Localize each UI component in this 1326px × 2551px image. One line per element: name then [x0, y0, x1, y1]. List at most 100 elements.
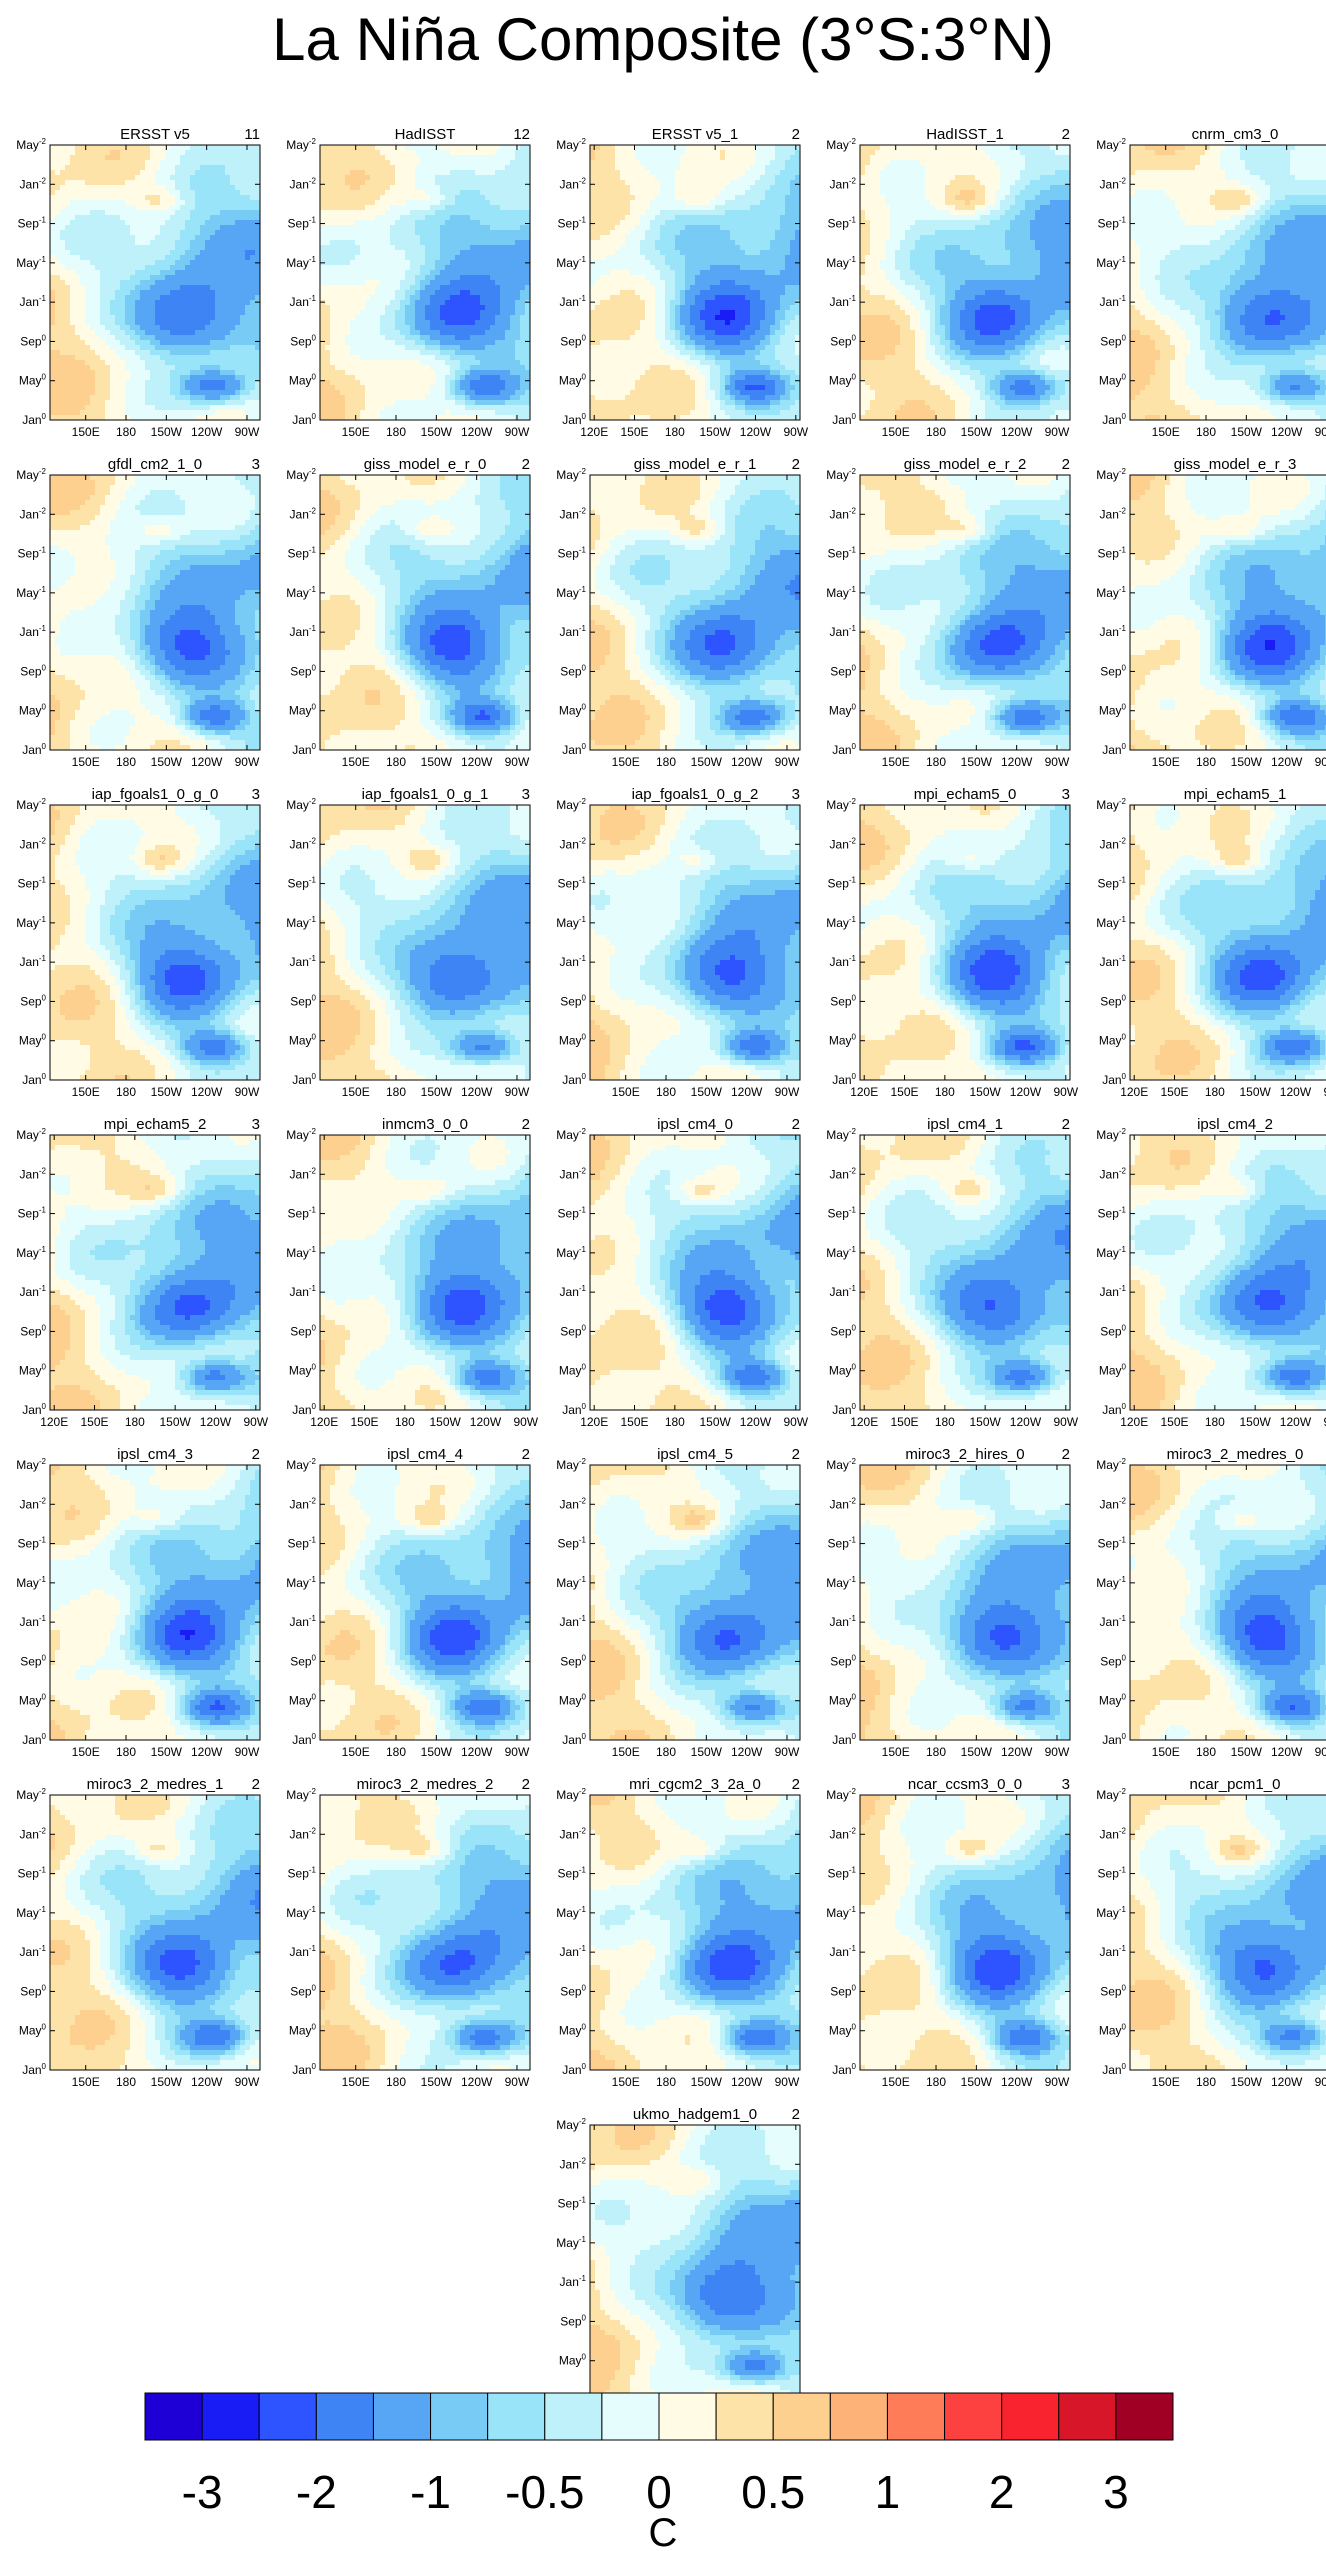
- x-tick-label: 150W: [961, 425, 993, 439]
- y-tick-label: May-1: [556, 1905, 586, 1920]
- panel-title: giss_model_e_r_2: [904, 456, 1027, 473]
- x-tick-label: 120W: [1001, 755, 1033, 769]
- y-tick-label: May-1: [16, 255, 46, 270]
- y-tick-label: Jan-2: [560, 1166, 587, 1181]
- y-tick-label: Sep0: [830, 663, 856, 678]
- y-tick-label: Sep0: [1100, 1323, 1126, 1338]
- x-tick-label: 150W: [421, 425, 453, 439]
- sst-anomaly-field: [50, 1795, 261, 2071]
- y-tick-label: Sep-1: [288, 1206, 317, 1221]
- y-tick-label: Jan-1: [830, 954, 857, 969]
- x-tick-label: 150E: [342, 2075, 370, 2089]
- x-tick-label: 90W: [1045, 1745, 1070, 1759]
- y-tick-label: Jan0: [292, 1072, 316, 1087]
- sst-anomaly-field: [590, 1465, 801, 1741]
- x-tick-label: 90W: [1315, 1745, 1326, 1759]
- x-tick-label: 180: [935, 1415, 955, 1429]
- panel-title: miroc3_2_hires_0: [905, 1446, 1024, 1463]
- sst-anomaly-field: [50, 475, 261, 751]
- x-tick-label: 150E: [1152, 425, 1180, 439]
- y-tick-label: Jan-2: [1100, 1166, 1127, 1181]
- x-tick-label: 150E: [612, 1085, 640, 1099]
- sst-anomaly-field: [320, 1795, 531, 2071]
- panel-count: 3: [1062, 1776, 1070, 1793]
- x-tick-label: 90W: [513, 1415, 538, 1429]
- panel-title: miroc3_2_medres_0: [1167, 1446, 1304, 1463]
- panel-title: ipsl_cm4_5: [657, 1446, 733, 1463]
- y-tick-label: May-2: [556, 467, 586, 482]
- y-tick-label: May-1: [286, 1245, 316, 1260]
- y-tick-label: May-2: [826, 1457, 856, 1472]
- x-tick-label: 120W: [740, 1415, 772, 1429]
- x-tick-label: 90W: [235, 755, 260, 769]
- y-tick-label: Jan0: [22, 412, 46, 427]
- x-tick-label: 150W: [691, 1745, 723, 1759]
- y-tick-label: May-1: [826, 1575, 856, 1590]
- x-tick-label: 120W: [191, 1745, 223, 1759]
- x-tick-label: 150W: [1231, 755, 1263, 769]
- panel: ipsl_cm4_22May-2Jan-2Sep-1May-1Jan-1Sep0…: [1096, 1116, 1326, 1429]
- y-tick-label: Jan-1: [830, 1944, 857, 1959]
- y-tick-label: Jan-1: [830, 624, 857, 639]
- sst-anomaly-field: [50, 1135, 261, 1411]
- panel: gfdl_cm2_1_0 3May-2Jan-2Sep-1May-1Jan-1Se…: [16, 456, 260, 769]
- x-tick-label: 150W: [429, 1415, 461, 1429]
- panel-title: mri_cgcm2_3_2a_0: [629, 1776, 761, 1793]
- panel-count: 2: [792, 126, 800, 143]
- panel-title: mpi_echam5_1: [1184, 786, 1287, 803]
- y-tick-label: Jan0: [562, 742, 586, 757]
- x-tick-label: 180: [116, 1085, 136, 1099]
- x-tick-label: 90W: [775, 755, 800, 769]
- y-tick-label: May0: [829, 1033, 857, 1048]
- x-tick-label: 90W: [505, 2075, 530, 2089]
- y-tick-label: Jan0: [292, 412, 316, 427]
- x-tick-label: 150E: [621, 1415, 649, 1429]
- y-tick-label: Jan0: [562, 2062, 586, 2077]
- panel-count: 2: [252, 1776, 260, 1793]
- y-tick-label: Sep-1: [828, 1866, 857, 1881]
- x-tick-label: 120W: [1001, 425, 1033, 439]
- y-tick-label: Jan-2: [20, 176, 47, 191]
- y-tick-label: Sep0: [20, 1983, 46, 1998]
- panel-count: 2: [1062, 456, 1070, 473]
- x-tick-label: 180: [116, 1745, 136, 1759]
- y-tick-label: May-1: [286, 1575, 316, 1590]
- x-tick-label: 180: [1205, 1415, 1225, 1429]
- y-tick-label: May-1: [826, 1905, 856, 1920]
- y-tick-label: Sep0: [290, 1323, 316, 1338]
- y-tick-label: Jan0: [562, 1072, 586, 1087]
- x-tick-label: 120W: [1010, 1415, 1042, 1429]
- panel: ipsl_cm4_0 2May-2Jan-2Sep-1May-1Jan-1Sep0…: [556, 1116, 809, 1429]
- y-tick-label: Sep0: [830, 993, 856, 1008]
- colorbar-unit: C: [649, 2511, 678, 2551]
- panel: mpi_echam5_0 3May-2Jan-2Sep-1May-1Jan-1Se…: [826, 786, 1079, 1099]
- sst-anomaly-field: [1130, 1795, 1326, 2071]
- x-tick-label: 180: [395, 1415, 415, 1429]
- x-tick-label: 90W: [1053, 1415, 1078, 1429]
- x-tick-label: 120W: [191, 755, 223, 769]
- panel-title: inmcm3_0_0: [382, 1116, 468, 1133]
- y-tick-label: Jan-2: [560, 1496, 587, 1511]
- x-tick-label: 150E: [342, 425, 370, 439]
- y-tick-label: Sep-1: [288, 546, 317, 561]
- y-tick-label: Jan-1: [560, 294, 587, 309]
- y-tick-label: May0: [1099, 1693, 1127, 1708]
- x-tick-label: 180: [1196, 1745, 1216, 1759]
- panel-count: 11: [244, 126, 260, 143]
- y-tick-label: Jan-1: [830, 1614, 857, 1629]
- y-tick-label: May-2: [286, 1457, 316, 1472]
- panel: HadISST 12May-2Jan-2Sep-1May-1Jan-1Sep0Ma…: [286, 126, 530, 439]
- y-tick-label: May-1: [556, 1575, 586, 1590]
- colorbar-swatch: [659, 2393, 716, 2440]
- x-tick-label: 120W: [1271, 755, 1303, 769]
- x-tick-label: 150W: [969, 1085, 1001, 1099]
- panel-title: giss_model_e_r_1: [634, 456, 757, 473]
- x-tick-label: 150E: [882, 425, 910, 439]
- y-tick-label: Sep-1: [558, 546, 587, 561]
- y-tick-label: Jan-2: [830, 506, 857, 521]
- x-tick-label: 150E: [1152, 755, 1180, 769]
- x-tick-label: 150W: [1231, 425, 1263, 439]
- colorbar-swatch: [373, 2393, 430, 2440]
- x-tick-label: 150W: [151, 2075, 183, 2089]
